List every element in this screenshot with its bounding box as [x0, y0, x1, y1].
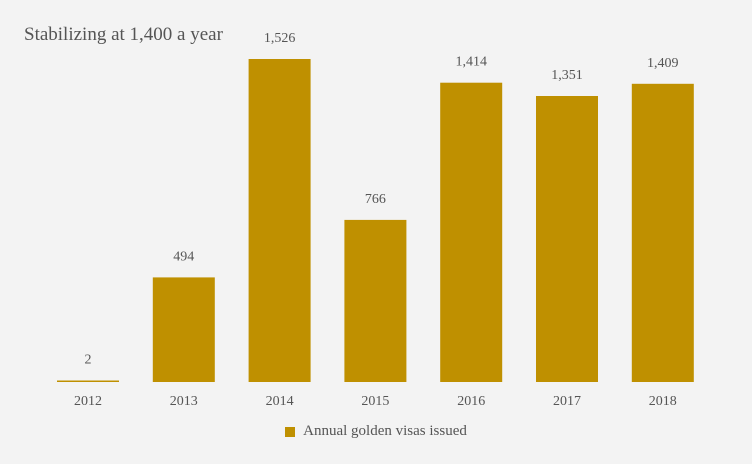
value-label-2017: 1,351 — [551, 68, 583, 83]
tick-labels-group: 2012 2013 2014 2015 2016 2017 2018 — [74, 394, 677, 409]
bar-2015 — [344, 219, 407, 382]
legend-label: Annual golden visas issued — [303, 423, 467, 439]
bar-2017 — [536, 96, 598, 382]
x-tick-label-2014: 2014 — [266, 394, 294, 409]
value-label-2015: 766 — [365, 192, 386, 207]
value-label-2016: 1,414 — [455, 55, 487, 70]
value-label-2013: 494 — [173, 249, 194, 264]
bar-2012 — [57, 380, 119, 382]
legend: Annual golden visas issued — [0, 423, 752, 440]
x-tick-label-2012: 2012 — [74, 394, 102, 409]
x-tick-label-2013: 2013 — [170, 394, 198, 409]
bar-2016 — [440, 82, 503, 382]
bar-2013 — [152, 277, 215, 382]
bar-2014 — [248, 59, 311, 382]
value-labels-group: 2 494 1,526 766 1,414 1,351 1,409 — [85, 31, 679, 368]
bar-2018 — [631, 83, 694, 383]
bars-group — [57, 59, 694, 383]
legend-swatch — [285, 426, 296, 437]
chart-title: Stabilizing at 1,400 a year — [24, 24, 223, 45]
value-label-2012: 2 — [85, 353, 92, 368]
value-label-2018: 1,409 — [647, 56, 679, 71]
x-tick-label-2017: 2017 — [553, 394, 581, 409]
x-tick-label-2015: 2015 — [361, 394, 389, 409]
x-tick-label-2018: 2018 — [649, 394, 677, 409]
x-tick-label-2016: 2016 — [457, 394, 485, 409]
value-label-2014: 1,526 — [264, 31, 296, 46]
